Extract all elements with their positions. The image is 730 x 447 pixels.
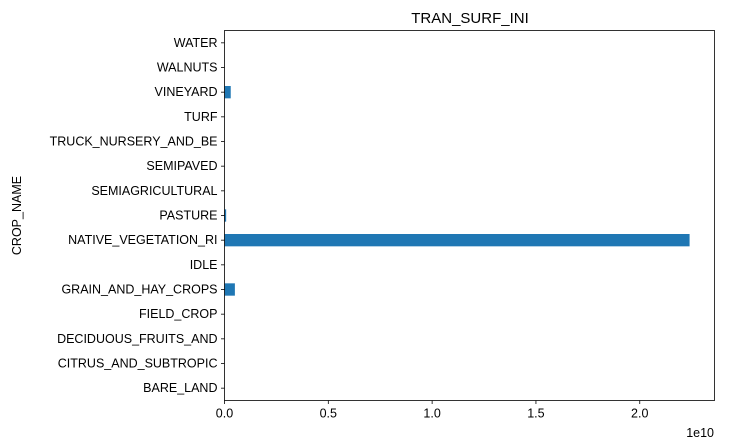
y-tick-label-turf: TURF: [184, 110, 218, 124]
y-tick-label-vineyard: VINEYARD: [155, 85, 218, 99]
chart-title: TRAN_SURF_INI: [411, 10, 529, 27]
y-tick-label-semipaved: SEMIPAVED: [146, 159, 217, 173]
y-axis-ticks: BARE_LAND CITRUS_AND_SUBTROPIC DECIDUOUS_F…: [50, 36, 225, 395]
y-tick-label-pasture: PASTURE: [159, 209, 217, 223]
bar-grain-and-hay-crops: [224, 283, 235, 296]
y-tick-label-water: WATER: [174, 36, 218, 50]
y-tick-label-deciduous-fruits-and: DECIDUOUS_FRUITS_AND: [57, 332, 217, 346]
x-tick-label: 0.5: [320, 407, 337, 421]
y-tick-label-native-vegetation-ri: NATIVE_VEGETATION_RI: [68, 233, 217, 247]
bar-pasture: [224, 209, 227, 222]
y-tick-label-semiagricultural: SEMIAGRICULTURAL: [91, 184, 217, 198]
bar-vineyard: [224, 86, 231, 99]
x-axis-offset-text: 1e10: [686, 426, 714, 440]
y-tick-label-grain-and-hay-crops: GRAIN_AND_HAY_CROPS: [61, 283, 217, 297]
x-axis-ticks: 0.0 0.5 1.0 1.5 2.0: [216, 400, 648, 421]
x-tick-label: 0.0: [216, 407, 233, 421]
bar-native-vegetation-ri: [224, 234, 690, 247]
y-tick-label-idle: IDLE: [190, 258, 218, 272]
plot-frame: [224, 30, 715, 401]
bar-group: [224, 86, 690, 296]
y-axis-label: CROP_NAME: [10, 176, 24, 255]
x-tick-label: 2.0: [631, 407, 648, 421]
y-tick-label-bare-land: BARE_LAND: [143, 381, 217, 395]
y-tick-label-field-crop: FIELD_CROP: [139, 307, 218, 321]
y-tick-label-citrus-and-subtropic: CITRUS_AND_SUBTROPIC: [58, 357, 218, 371]
y-tick-label-truck-nursery-and-be: TRUCK_NURSERY_AND_BE: [50, 135, 218, 149]
x-tick-label: 1.5: [527, 407, 544, 421]
y-tick-label-walnuts: WALNUTS: [157, 61, 218, 75]
x-tick-label: 1.0: [423, 407, 440, 421]
